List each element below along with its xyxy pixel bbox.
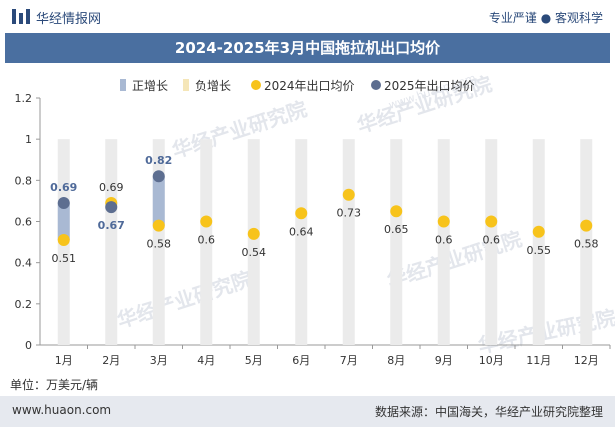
- track-bar: [532, 139, 545, 345]
- legend-label: 2025年出口均价: [384, 79, 475, 93]
- data-label-2024: 0.58: [574, 238, 599, 251]
- track-bar: [105, 139, 118, 345]
- x-tick-label: 8月: [387, 354, 405, 367]
- data-label-2024: 0.58: [147, 238, 172, 251]
- data-label-2024: 0.65: [384, 223, 409, 236]
- point-2024: [342, 188, 355, 201]
- y-tick-label: 0: [25, 339, 32, 352]
- legend-swatch: [120, 79, 126, 91]
- point-2025: [152, 170, 165, 183]
- title-bar: 2024-2025年3月中国拖拉机出口均价: [5, 33, 610, 63]
- x-tick-label: 12月: [574, 354, 599, 367]
- chart-title: 2024-2025年3月中国拖拉机出口均价: [174, 39, 441, 57]
- point-2024: [200, 215, 213, 228]
- footer: www.huaon.com 数据来源：中国海关，华经产业研究院整理: [0, 396, 615, 427]
- x-tick-label: 10月: [479, 354, 504, 367]
- point-2024: [532, 225, 545, 238]
- data-label-2024: 0.54: [242, 246, 267, 259]
- legend-swatch: [371, 80, 381, 90]
- x-tick-label: 2月: [102, 354, 120, 367]
- point-2024: [57, 234, 70, 247]
- point-2024: [152, 219, 165, 232]
- x-tick-label: 1月: [55, 354, 73, 367]
- data-labels: 0.51 0.69 0.58 0.6 0.54 0.64 0.73 0.65 0.6 0.6 0.5…: [50, 154, 598, 265]
- track-bar: [580, 139, 593, 345]
- data-label-2024: 0.6: [198, 234, 216, 247]
- x-tick-label: 11月: [526, 354, 551, 367]
- data-label-2024: 0.51: [52, 252, 77, 265]
- site-name[interactable]: 华经情报网: [36, 12, 102, 27]
- data-label-2024: 0.55: [527, 244, 552, 257]
- unit-label: 单位：万美元/辆: [10, 378, 99, 392]
- track-bar: [295, 139, 308, 345]
- point-2025: [57, 196, 70, 209]
- data-label-2025: 0.82: [145, 154, 172, 167]
- track-bar: [485, 139, 498, 345]
- logo-icon: [12, 9, 30, 24]
- x-tick-label: 4月: [197, 354, 215, 367]
- x-tick-label: 3月: [150, 354, 168, 367]
- watermark: 华经产业研究院: [384, 227, 525, 293]
- growth-bar: [57, 202, 70, 241]
- legend: 正增长 负增长 2024年出口均价 2025年出口均价: [120, 79, 475, 93]
- data-label-2024: 0.69: [99, 181, 124, 194]
- track-bar: [342, 139, 355, 345]
- legend-swatch: [251, 80, 261, 90]
- y-tick-label: 0.8: [15, 174, 33, 187]
- y-tick-label: 0.2: [15, 298, 33, 311]
- data-label-2024: 0.64: [289, 225, 314, 238]
- data-points: [57, 170, 593, 247]
- y-tick-label: 1: [25, 133, 32, 146]
- point-2024: [437, 215, 450, 228]
- x-tick-label: 6月: [292, 354, 310, 367]
- x-tick-label: 5月: [245, 354, 263, 367]
- point-2024: [485, 215, 498, 228]
- watermark: 华经产业研究院: [114, 267, 255, 333]
- data-label-2025: 0.69: [50, 181, 77, 194]
- data-label-2025: 0.67: [98, 219, 125, 232]
- point-2025: [105, 201, 118, 214]
- y-tick-label: 1.2: [15, 92, 33, 105]
- legend-label: 负增长: [195, 79, 231, 93]
- legend-swatch: [183, 79, 189, 91]
- track-bar: [437, 139, 450, 345]
- point-2024: [390, 205, 403, 218]
- watermark: 华经产业研究院: [169, 97, 310, 163]
- data-label-2024: 0.6: [435, 234, 453, 247]
- data-label-2024: 0.6: [483, 234, 501, 247]
- slogan: 专业严谨 ● 客观科学: [488, 11, 603, 25]
- legend-label: 2024年出口均价: [264, 79, 355, 93]
- axes: 0 0.2 0.4 0.6 0.8 1 1.2 1月 2月 3月 4月 5月 6月 7月 8月 9月 10月 11…: [15, 92, 611, 367]
- legend-label: 正增长: [132, 79, 168, 93]
- point-2024: [580, 219, 593, 232]
- point-2024: [295, 207, 308, 220]
- footer-source: 数据来源：中国海关，华经产业研究院整理: [374, 405, 603, 419]
- x-tick-label: 9月: [435, 354, 453, 367]
- track-bar: [200, 139, 213, 345]
- y-tick-label: 0.6: [15, 216, 33, 229]
- point-2024: [247, 227, 260, 240]
- top-bar: 华经情报网 专业严谨 ● 客观科学: [0, 0, 615, 32]
- x-tick-label: 7月: [340, 354, 358, 367]
- track-bar: [247, 139, 260, 345]
- track-bar: [390, 139, 403, 345]
- footer-url[interactable]: www.huaon.com: [12, 403, 112, 417]
- data-label-2024: 0.73: [337, 207, 362, 220]
- y-tick-label: 0.4: [15, 257, 33, 270]
- growth-bar: [152, 176, 165, 226]
